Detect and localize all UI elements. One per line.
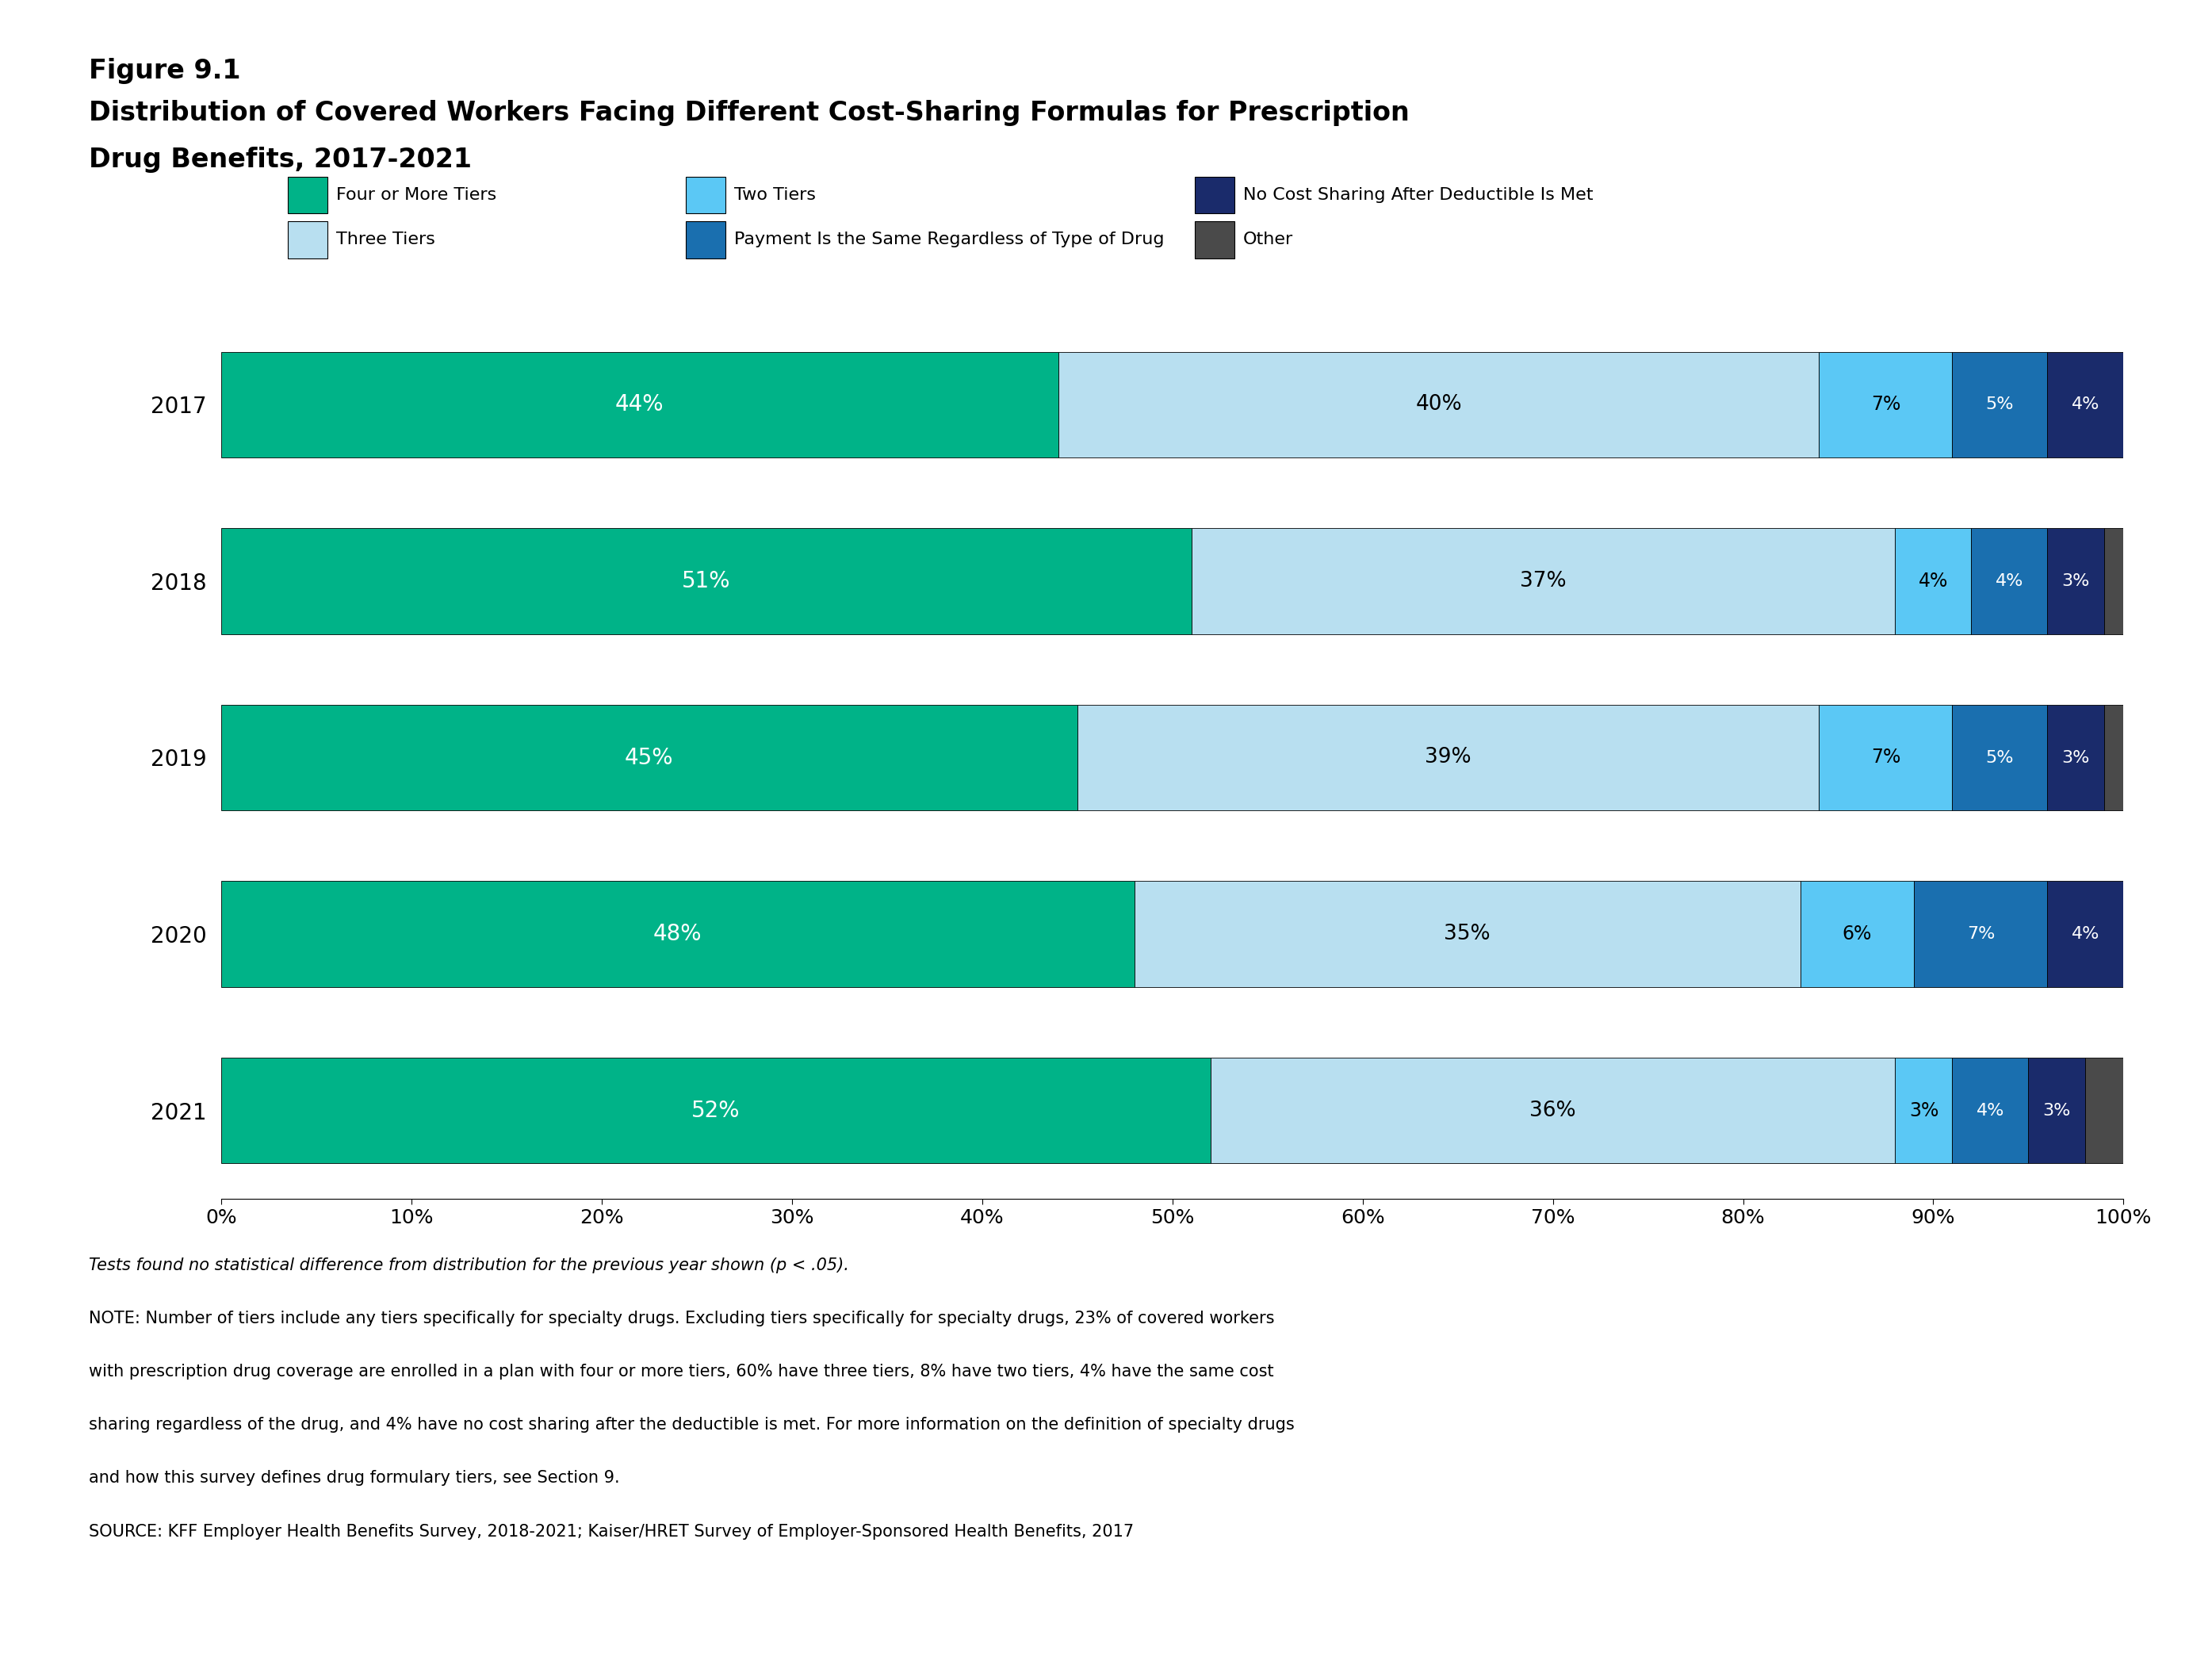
Bar [221,351,1057,458]
Text: 4%: 4% [1975,1102,2004,1119]
Bar [221,1057,1210,1164]
Text: 4%: 4% [2070,926,2099,942]
Text: NOTE: Number of tiers include any tiers specifically for specialty drugs. Exclud: NOTE: Number of tiers include any tiers … [88,1310,1274,1327]
Text: and how this survey defines drug formulary tiers, see Section 9.: and how this survey defines drug formula… [88,1470,619,1487]
Text: 36%: 36% [1528,1101,1577,1121]
Text: Tests found no statistical difference from distribution for the previous year sh: Tests found no statistical difference fr… [88,1257,849,1274]
Bar [1192,528,1896,634]
Bar [1953,1057,2028,1164]
Text: 39%: 39% [1425,748,1471,768]
Text: 40%: 40% [1416,395,1462,415]
Text: 35%: 35% [1444,924,1491,944]
Text: 3%: 3% [2062,749,2090,766]
Text: 48%: 48% [653,922,701,946]
Bar [1953,704,2048,811]
Text: 44%: 44% [615,393,664,416]
Bar [1818,704,1953,811]
Bar [1896,1057,1953,1164]
Bar [1971,528,2048,634]
Text: 5%: 5% [1986,749,2013,766]
Bar [2048,704,2104,811]
Bar [1896,528,1971,634]
Bar [2048,881,2124,987]
Text: Distribution of Covered Workers Facing Different Cost-Sharing Formulas for Presc: Distribution of Covered Workers Facing D… [88,100,1409,127]
Text: Drug Benefits, 2017-2021: Drug Benefits, 2017-2021 [88,147,471,173]
Text: Two Tiers: Two Tiers [734,186,816,203]
Bar [2048,351,2124,458]
Text: Other: Other [1243,231,1294,248]
Bar [1953,351,2048,458]
Bar [1818,351,1953,458]
Bar [2028,1057,2086,1164]
Text: 4%: 4% [2070,396,2099,413]
Text: 52%: 52% [692,1099,741,1122]
Bar [1077,704,1818,811]
Text: Four or More Tiers: Four or More Tiers [336,186,495,203]
Text: sharing regardless of the drug, and 4% have no cost sharing after the deductible: sharing regardless of the drug, and 4% h… [88,1417,1294,1434]
Bar [1801,881,1913,987]
Bar [2104,704,2124,811]
Text: 7%: 7% [1871,748,1900,768]
Text: with prescription drug coverage are enrolled in a plan with four or more tiers, : with prescription drug coverage are enro… [88,1364,1274,1380]
Text: 51%: 51% [681,569,730,593]
Bar [1913,881,2048,987]
Bar [1135,881,1801,987]
Bar [2048,528,2104,634]
Text: Figure 9.1: Figure 9.1 [88,58,241,85]
Bar [2086,1057,2124,1164]
Text: 7%: 7% [1871,395,1900,415]
Text: 45%: 45% [624,746,675,769]
Bar [1210,1057,1896,1164]
Text: Payment Is the Same Regardless of Type of Drug: Payment Is the Same Regardless of Type o… [734,231,1164,248]
Bar [221,881,1135,987]
Bar [2104,528,2124,634]
Text: 37%: 37% [1520,571,1566,591]
Text: 3%: 3% [1909,1101,1938,1121]
Text: 7%: 7% [1966,926,1995,942]
Text: Three Tiers: Three Tiers [336,231,436,248]
Text: 4%: 4% [1995,573,2024,589]
Bar [221,528,1192,634]
Text: 3%: 3% [2062,573,2090,589]
Text: SOURCE: KFF Employer Health Benefits Survey, 2018-2021; Kaiser/HRET Survey of Em: SOURCE: KFF Employer Health Benefits Sur… [88,1523,1133,1540]
Bar [1057,351,1818,458]
Text: 6%: 6% [1843,924,1871,944]
Text: 5%: 5% [1986,396,2013,413]
Text: 4%: 4% [1918,571,1949,591]
Bar [221,704,1077,811]
Text: No Cost Sharing After Deductible Is Met: No Cost Sharing After Deductible Is Met [1243,186,1593,203]
Text: 3%: 3% [2044,1102,2070,1119]
